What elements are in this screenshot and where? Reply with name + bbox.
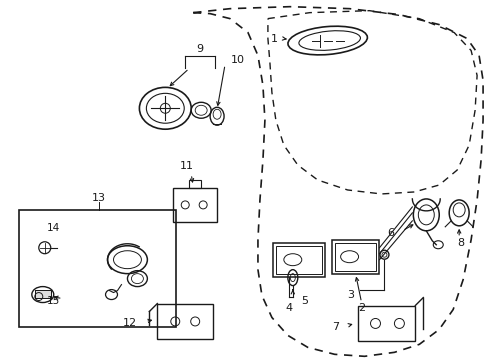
Text: 12: 12 [123, 319, 137, 328]
Bar [19, 210, 176, 328]
Bar [157, 303, 213, 339]
Bar [275, 246, 321, 274]
Text: 15: 15 [47, 296, 60, 306]
Text: 8: 8 [457, 238, 464, 248]
Bar [189, 180, 201, 188]
Bar [334, 243, 376, 271]
Text: 4: 4 [285, 302, 292, 312]
Text: 14: 14 [47, 223, 60, 233]
Text: 5: 5 [300, 296, 307, 306]
Bar [331, 240, 379, 274]
Bar [35, 289, 51, 298]
Text: 11: 11 [180, 161, 194, 171]
Text: 9: 9 [196, 44, 203, 54]
Bar [272, 243, 324, 276]
Text: 13: 13 [91, 193, 105, 203]
Bar [357, 306, 414, 341]
Text: 1: 1 [270, 33, 277, 44]
Text: 6: 6 [386, 228, 394, 238]
Text: 3: 3 [347, 289, 354, 300]
Text: 7: 7 [332, 323, 339, 332]
Bar [35, 289, 51, 298]
Text: 10: 10 [230, 55, 244, 66]
Text: 2: 2 [357, 302, 365, 312]
Bar [173, 188, 217, 222]
